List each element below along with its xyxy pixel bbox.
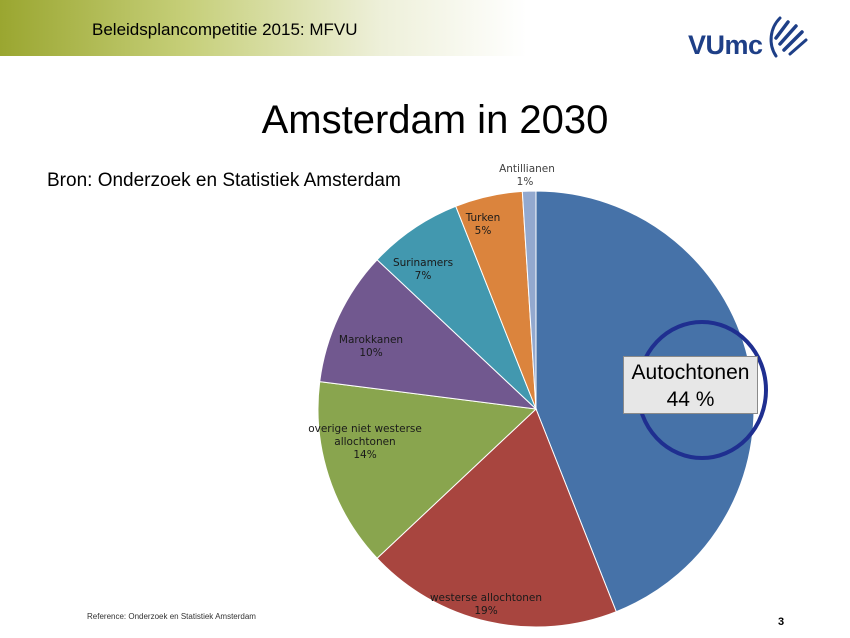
- autochtonen-callout: Autochtonen 44 %: [623, 356, 758, 414]
- slice-label: westerse allochtonen: [430, 592, 542, 604]
- page-number: 3: [778, 616, 785, 628]
- slice-label: Surinamers: [393, 257, 453, 269]
- logo-feather-icon: [769, 16, 808, 58]
- slice-label: overige niet westerse: [308, 423, 422, 435]
- source-text: Bron: Onderzoek en Statistiek Amsterdam: [47, 170, 401, 191]
- slice-label: Marokkanen: [339, 334, 403, 346]
- pie-slice-westerse-allochtonen: [376, 408, 617, 628]
- pie-slice-antillianen: [521, 190, 537, 410]
- logo-text: VUmc: [688, 30, 763, 60]
- slice-value-label: 10%: [359, 347, 382, 359]
- callout-label: Autochtonen: [631, 361, 750, 384]
- callout-value: 44 %: [666, 388, 715, 411]
- slice-value-label: 14%: [353, 449, 376, 461]
- slide-title: Amsterdam in 2030: [261, 98, 609, 142]
- slice-value-label: 19%: [474, 605, 497, 617]
- pie-slice-overige-niet-westerse-allochtonen: [317, 381, 538, 559]
- slice-label: Turken: [465, 212, 501, 224]
- footnote: Reference: Onderzoek en Statistiek Amste…: [87, 612, 256, 621]
- slice-label: allochtonen: [334, 436, 395, 448]
- header-band: [0, 0, 850, 56]
- slice-label: Antillianen: [499, 163, 555, 175]
- slice-value-label: 7%: [415, 270, 432, 282]
- header-title: Beleidsplancompetitie 2015: MFVU: [92, 20, 358, 39]
- pie-slice-marokkanen: [319, 259, 538, 410]
- slice-value-label: 5%: [475, 225, 492, 237]
- vumc-logo: VUmc: [688, 14, 828, 60]
- slice-value-label: 1%: [517, 176, 534, 188]
